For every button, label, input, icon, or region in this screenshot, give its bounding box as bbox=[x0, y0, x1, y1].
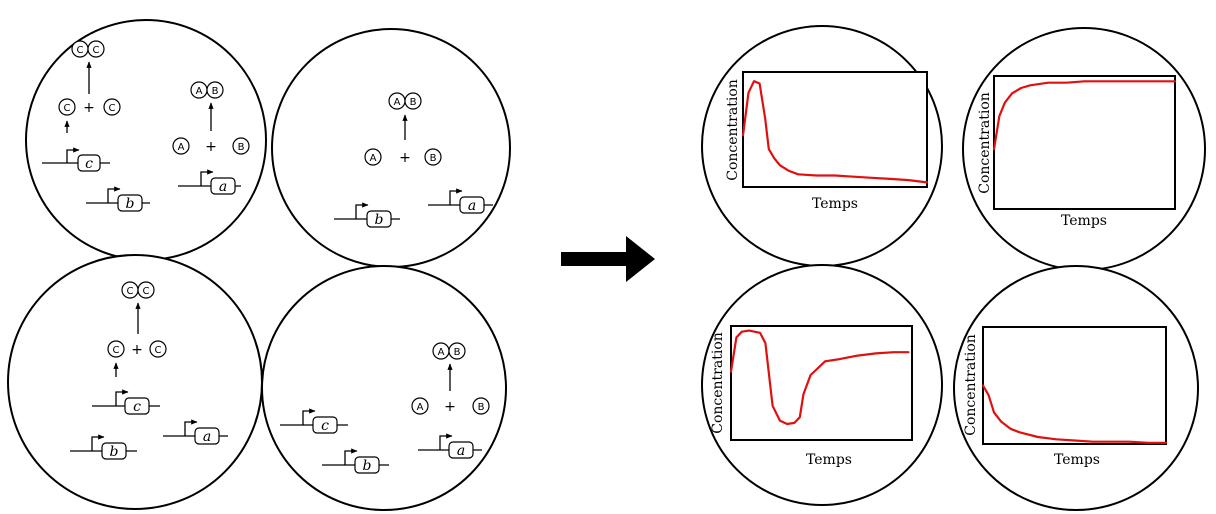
gene-b-label: b bbox=[363, 458, 372, 474]
gene-c: c bbox=[280, 408, 348, 434]
concentration-curve-2 bbox=[992, 80, 1177, 151]
x-axis-label: Temps bbox=[1061, 213, 1107, 229]
promoter-arrow-icon bbox=[91, 434, 105, 451]
monomer-c-label: C bbox=[143, 286, 150, 297]
plot-frame-4 bbox=[982, 326, 1167, 445]
monomer-a-label: A bbox=[196, 86, 203, 97]
monomer-a-label: A bbox=[178, 142, 185, 153]
promoter-arrow-icon bbox=[184, 419, 198, 436]
gene-b: b bbox=[70, 434, 137, 460]
plot-cell-4: Temps Concentration bbox=[953, 265, 1199, 511]
gene-a-label: a bbox=[219, 179, 227, 195]
concentration-curve-4 bbox=[981, 384, 1168, 444]
plot-frame-3 bbox=[730, 325, 913, 441]
a-plus-b: A B + bbox=[364, 148, 442, 166]
ab-dimer: A B bbox=[388, 92, 422, 110]
monomer-b-label: B bbox=[430, 153, 437, 164]
ab-dimer: A B bbox=[432, 342, 466, 360]
gene-c: c bbox=[92, 389, 160, 415]
ab-dimer: A B bbox=[190, 81, 224, 99]
cc-dimer: C C bbox=[71, 40, 105, 58]
x-axis-label: Temps bbox=[1054, 452, 1100, 468]
y-axis-label: Concentration bbox=[963, 334, 979, 436]
y-axis-label: Concentration bbox=[977, 92, 993, 194]
gene-b-label: b bbox=[110, 444, 119, 460]
monomer-a-label: A bbox=[370, 153, 377, 164]
y-axis-label: Concentration bbox=[725, 79, 741, 181]
gene-b: b bbox=[334, 202, 400, 228]
concentration-curve-1 bbox=[741, 80, 929, 184]
monomer-b-label: B bbox=[410, 97, 417, 108]
gene-b-label: b bbox=[375, 212, 384, 228]
plot-cell-3: Temps Concentration bbox=[701, 264, 943, 506]
monomer-b-label: B bbox=[454, 347, 461, 358]
gene-a: a bbox=[163, 419, 228, 445]
monomer-c-label: C bbox=[93, 45, 100, 56]
cell-1-membrane bbox=[25, 19, 267, 261]
monomer-a-label: A bbox=[417, 402, 424, 413]
plus-sign: + bbox=[83, 100, 95, 116]
monomer-c-label: C bbox=[109, 103, 116, 114]
c-plus-c: C C + bbox=[58, 98, 121, 116]
gene-b-label: b bbox=[126, 196, 135, 212]
plus-sign: + bbox=[205, 139, 217, 155]
gene-a-label: a bbox=[457, 443, 465, 459]
c-plus-c: C C + bbox=[107, 340, 167, 358]
gene-c-label: c bbox=[85, 156, 93, 172]
monomer-c-label: C bbox=[113, 345, 120, 356]
gene-c: c bbox=[42, 147, 110, 172]
cell-2: A B A B + b a bbox=[271, 28, 511, 268]
plot-cell-1: Temps Concentration bbox=[701, 25, 943, 267]
right-arrow-icon bbox=[561, 236, 655, 282]
gene-c-label: c bbox=[321, 418, 329, 434]
a-plus-b: A B + bbox=[172, 137, 250, 155]
plot-frame-1 bbox=[742, 71, 928, 188]
monomer-a-label: A bbox=[438, 347, 445, 358]
monomer-c-label: C bbox=[127, 286, 134, 297]
x-axis-label: Temps bbox=[812, 196, 858, 212]
cell-4: A B A B + c a b bbox=[261, 265, 507, 511]
promoter-arrow-icon bbox=[66, 147, 80, 163]
promoter-arrow-icon bbox=[302, 408, 316, 425]
gene-a: a bbox=[178, 169, 241, 195]
plus-sign: + bbox=[399, 150, 411, 166]
promoter-arrow-icon bbox=[449, 188, 463, 205]
cc-dimer: C C bbox=[121, 281, 155, 299]
plus-sign: + bbox=[131, 342, 143, 358]
monomer-b-label: B bbox=[478, 402, 485, 413]
gene-a-label: a bbox=[203, 429, 211, 445]
promoter-arrow-icon bbox=[107, 186, 121, 203]
cell-3: C C C C + c a b bbox=[7, 254, 263, 510]
monomer-c-label: C bbox=[155, 345, 162, 356]
cell-2-membrane bbox=[271, 28, 511, 268]
monomer-b-label: B bbox=[238, 142, 245, 153]
promoter-arrow-icon bbox=[200, 169, 214, 186]
plot-cell-2: Temps Concentration bbox=[962, 27, 1206, 271]
monomer-c-label: C bbox=[64, 103, 71, 114]
x-axis-label: Temps bbox=[806, 452, 852, 468]
promoter-arrow-icon bbox=[344, 448, 358, 465]
gene-b: b bbox=[86, 186, 150, 212]
gene-c-label: c bbox=[133, 399, 141, 415]
monomer-c-label: C bbox=[77, 45, 84, 56]
plus-sign: + bbox=[444, 399, 456, 415]
promoter-arrow-icon bbox=[355, 202, 369, 219]
concentration-curve-3 bbox=[729, 329, 910, 426]
plot-frame-2 bbox=[993, 75, 1176, 210]
cell-4-membrane bbox=[261, 265, 507, 511]
gene-a: a bbox=[428, 188, 493, 214]
promoter-arrow-icon bbox=[115, 389, 129, 406]
cell-1: C C C C + A B A B + c bbox=[25, 19, 267, 261]
promoter-arrow-icon bbox=[439, 433, 453, 450]
monomer-b-label: B bbox=[212, 86, 219, 97]
gene-a-label: a bbox=[468, 198, 476, 214]
gene-a: a bbox=[418, 433, 482, 459]
a-plus-b: A B + bbox=[411, 397, 490, 415]
gene-b: b bbox=[322, 448, 389, 474]
y-axis-label: Concentration bbox=[710, 332, 726, 434]
monomer-a-label: A bbox=[394, 97, 401, 108]
